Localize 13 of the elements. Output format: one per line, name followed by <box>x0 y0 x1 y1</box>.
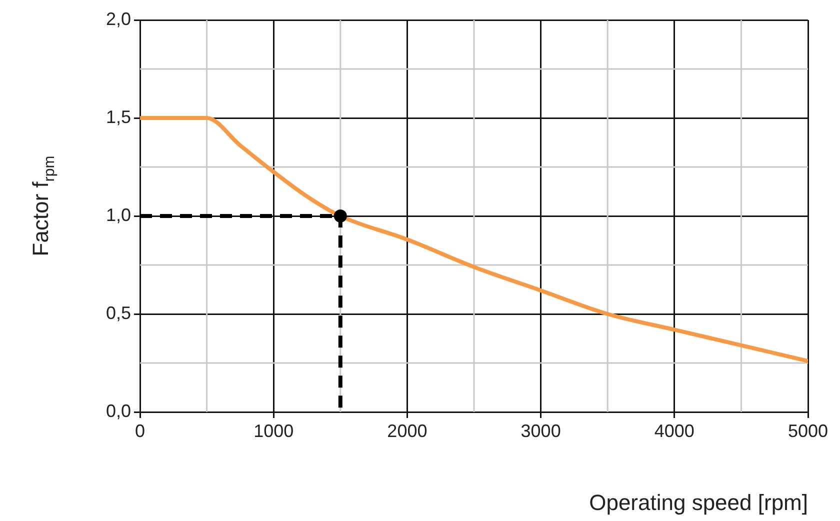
y-tick-label: 2,0 <box>106 8 131 29</box>
y-tick-label: 1,0 <box>106 204 131 225</box>
x-tick-label: 4000 <box>654 420 694 441</box>
y-tick-label: 1,5 <box>106 106 131 127</box>
x-tick-label: 0 <box>134 420 146 441</box>
x-tick-label: 1000 <box>254 420 294 441</box>
y-axis-title: Factor frpm <box>28 156 58 256</box>
x-tick-label: 3000 <box>520 420 561 441</box>
y-tick-label: 0,5 <box>106 302 131 323</box>
x-axis-title: Operating speed [rpm] <box>589 490 808 515</box>
x-tick-label: 5000 <box>788 420 828 441</box>
y-tick-label: 0,0 <box>106 400 131 421</box>
x-tick-label: 2000 <box>387 420 428 441</box>
